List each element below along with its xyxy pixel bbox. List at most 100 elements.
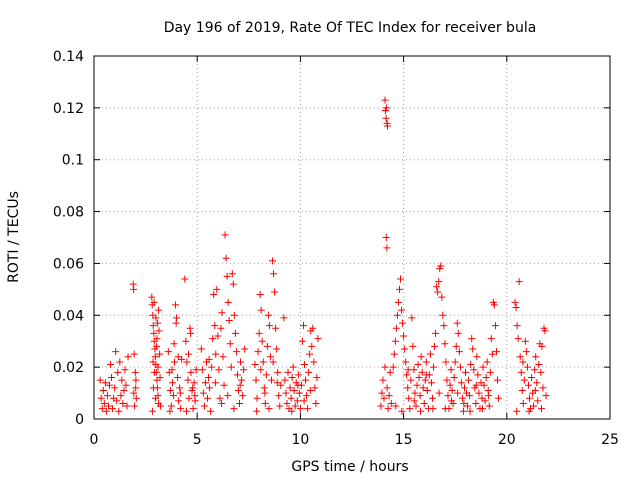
data-point <box>201 379 209 387</box>
data-point <box>422 358 430 366</box>
data-point <box>420 399 428 407</box>
data-point <box>207 407 215 415</box>
data-point <box>209 335 217 343</box>
data-point <box>470 366 478 374</box>
data-point <box>460 384 468 392</box>
data-point <box>229 280 237 288</box>
data-point <box>191 392 199 400</box>
data-point <box>494 376 502 384</box>
data-point <box>384 405 392 413</box>
data-point <box>294 371 302 379</box>
data-point <box>483 358 491 366</box>
axis-ticks: 0 0.02 0.04 0.06 0.08 0.1 0.12 0.14 0 5 10 15 20 25 <box>53 49 619 448</box>
data-point <box>281 376 289 384</box>
data-point <box>273 379 281 387</box>
data-point <box>429 405 437 413</box>
data-point <box>300 397 308 405</box>
data-point <box>525 407 533 415</box>
data-point <box>275 392 283 400</box>
data-point <box>105 381 113 389</box>
data-point <box>520 376 528 384</box>
data-point <box>455 348 463 356</box>
data-point <box>230 311 238 319</box>
data-point <box>383 104 391 112</box>
data-point <box>519 399 527 407</box>
data-point <box>427 379 435 387</box>
data-point <box>538 342 546 350</box>
data-point <box>439 311 447 319</box>
data-point <box>514 335 522 343</box>
data-point <box>152 314 160 322</box>
data-point <box>172 319 180 327</box>
data-point <box>208 363 216 371</box>
data-point <box>412 402 420 410</box>
data-point <box>473 353 481 361</box>
data-point <box>441 405 449 413</box>
data-point <box>535 361 543 369</box>
data-point <box>394 298 402 306</box>
data-point <box>443 376 451 384</box>
data-point <box>441 340 449 348</box>
chart-title: Day 196 of 2019, Rate Of TEC Index for r… <box>164 20 537 36</box>
data-point <box>397 275 405 283</box>
data-point <box>417 353 425 361</box>
data-point <box>224 298 232 306</box>
data-point <box>451 358 459 366</box>
data-point <box>254 348 262 356</box>
data-point <box>251 361 259 369</box>
data-point <box>99 386 107 394</box>
data-point <box>456 363 464 371</box>
data-point <box>534 397 542 405</box>
data-point <box>442 358 450 366</box>
data-point <box>123 402 131 410</box>
data-point <box>479 363 487 371</box>
data-point <box>263 342 271 350</box>
data-point <box>176 384 184 392</box>
data-point <box>131 402 139 410</box>
data-point <box>519 358 527 366</box>
data-point <box>488 350 496 358</box>
data-point <box>113 397 121 405</box>
data-point <box>404 366 412 374</box>
data-point <box>257 366 265 374</box>
data-point <box>170 340 178 348</box>
data-point <box>454 329 462 337</box>
data-point <box>379 376 387 384</box>
data-point <box>227 363 235 371</box>
data-point <box>223 272 231 280</box>
data-point <box>168 379 176 387</box>
data-point <box>533 379 541 387</box>
data-point <box>386 368 394 376</box>
data-point <box>409 342 417 350</box>
data-point <box>377 402 385 410</box>
x-tick-label: 10 <box>291 432 309 448</box>
data-point <box>97 394 105 402</box>
data-point <box>530 402 538 410</box>
data-point <box>448 386 456 394</box>
data-point <box>118 376 126 384</box>
data-point <box>472 381 480 389</box>
data-point <box>314 335 322 343</box>
data-point <box>513 407 521 415</box>
y-tick-label: 0.1 <box>62 153 84 169</box>
data-point <box>524 381 532 389</box>
data-point <box>211 379 219 387</box>
data-point <box>269 358 277 366</box>
data-point <box>192 366 200 374</box>
data-point <box>265 405 273 413</box>
data-point <box>150 329 158 337</box>
data-point <box>112 348 120 356</box>
data-point <box>167 402 175 410</box>
data-point <box>155 327 163 335</box>
data-point <box>444 392 452 400</box>
data-point <box>450 374 458 382</box>
y-tick-label: 0 <box>75 412 84 428</box>
data-point <box>490 301 498 309</box>
data-point <box>521 337 529 345</box>
data-point <box>378 389 386 397</box>
data-point <box>293 397 301 405</box>
data-point <box>253 394 261 402</box>
data-point <box>289 363 297 371</box>
data-point <box>306 386 314 394</box>
data-point <box>306 350 314 358</box>
